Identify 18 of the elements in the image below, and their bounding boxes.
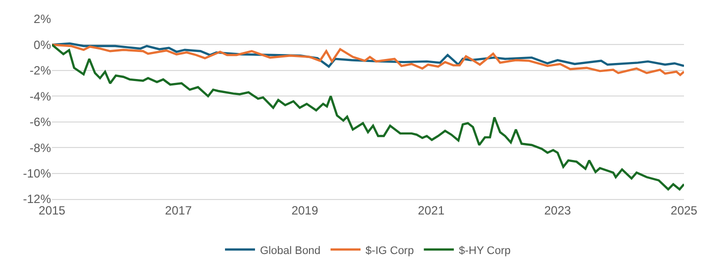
y-tick-label: -10% <box>22 166 52 180</box>
y-tick-label: -4% <box>30 89 52 104</box>
x-tick-label: 2021 <box>418 203 445 218</box>
x-tick-label: 2023 <box>544 203 572 218</box>
line-series <box>52 44 684 190</box>
legend-label: $-IG Corp <box>366 244 414 257</box>
y-tick-label: 0% <box>34 38 52 52</box>
y-tick-label: 2% <box>34 12 52 26</box>
legend-label: Global Bond <box>260 244 321 257</box>
x-tick-label: 2019 <box>291 203 318 218</box>
x-tick-label: 2017 <box>165 203 192 218</box>
line-series <box>52 44 684 76</box>
y-tick-label: -8% <box>30 140 52 155</box>
x-tick-label: 2025 <box>670 203 698 218</box>
y-tick-label: -2% <box>30 64 52 78</box>
y-tick-label: -6% <box>30 115 52 130</box>
legend-label: $-HY Corp <box>458 244 511 257</box>
line-series <box>52 42 684 68</box>
